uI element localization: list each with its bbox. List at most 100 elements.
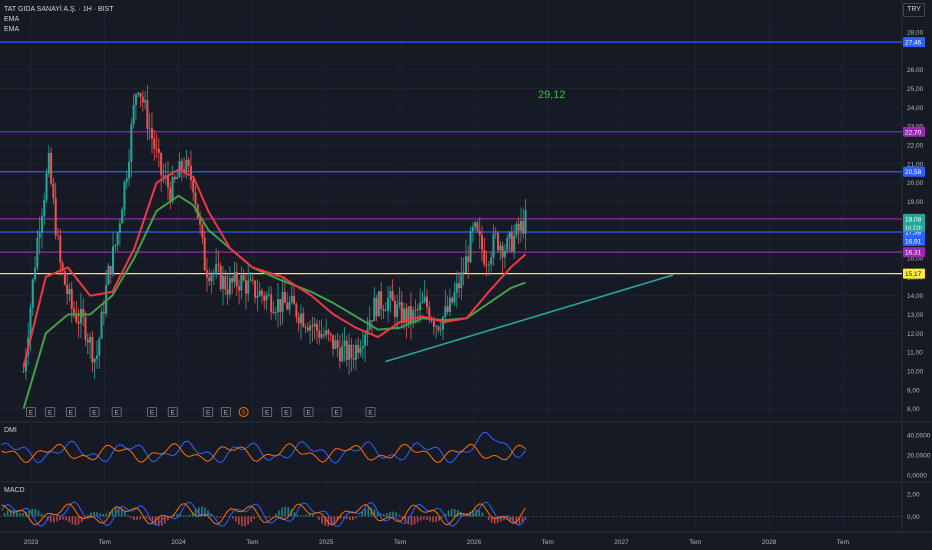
- macd-histogram-bar: [296, 514, 299, 517]
- candle: [453, 281, 456, 306]
- candle: [462, 257, 465, 286]
- candle: [492, 224, 495, 267]
- macd-histogram-bar: [429, 516, 431, 522]
- candle-body: [52, 183, 55, 199]
- candle: [313, 317, 316, 340]
- candle-body: [485, 264, 488, 266]
- macd-line: [1, 501, 527, 528]
- macd-histogram-bar: [99, 513, 101, 517]
- macd-histogram-bar: [16, 511, 18, 517]
- macd-histogram-bar: [164, 516, 166, 524]
- macd-histogram-bar: [219, 516, 222, 518]
- candle-body: [192, 180, 195, 193]
- candle: [63, 269, 66, 286]
- candle-body: [277, 299, 280, 313]
- candle: [494, 227, 497, 239]
- ema-indicator-2[interactable]: EMA: [4, 26, 20, 33]
- candle: [38, 216, 41, 255]
- macd-histogram-bar: [324, 516, 326, 526]
- price-axis-label: 16,00: [907, 256, 924, 263]
- macd-histogram-bar: [145, 516, 148, 519]
- macd-histogram-bar: [364, 508, 367, 517]
- marker-shape: [238, 407, 249, 417]
- candle-body: [382, 309, 385, 311]
- macd-histogram-bar: [71, 516, 74, 525]
- candle: [425, 289, 428, 314]
- candle: [150, 112, 153, 154]
- candle-body: [444, 306, 447, 317]
- candle: [217, 250, 220, 273]
- macd-histogram-bar: [179, 514, 182, 517]
- candle: [66, 273, 69, 305]
- candle: [437, 325, 440, 333]
- macd-histogram-bar: [22, 513, 24, 517]
- candle-body: [242, 275, 245, 281]
- marker-shape: [303, 407, 314, 417]
- candle: [501, 241, 504, 274]
- candle: [483, 237, 486, 268]
- ema-indicator-1[interactable]: EMA: [4, 16, 20, 23]
- macd-histogram-bar: [96, 512, 98, 517]
- price-axis-label: 28,00: [907, 29, 924, 36]
- macd-histogram-bar: [441, 516, 444, 518]
- candle-body: [396, 304, 399, 317]
- price-level-tag-label: 15,17: [905, 271, 922, 278]
- candle: [435, 324, 438, 339]
- price-target-annotation[interactable]: 29,12: [538, 89, 566, 101]
- price-level-tag: [903, 166, 925, 177]
- candle: [281, 277, 284, 325]
- candle: [116, 231, 119, 251]
- candle-body: [343, 340, 346, 346]
- candle-body: [423, 296, 426, 302]
- candle-body: [373, 297, 376, 322]
- candle: [54, 182, 57, 240]
- candle-body: [405, 308, 408, 323]
- candle: [522, 208, 525, 239]
- candle-body: [510, 232, 513, 252]
- macd-histogram-bar: [512, 516, 515, 523]
- candle-body: [446, 306, 449, 313]
- marker-shape: [262, 407, 273, 417]
- signal-line: [1, 503, 527, 526]
- candle-body: [354, 344, 357, 360]
- candle: [409, 292, 412, 340]
- candle-body: [412, 310, 415, 323]
- candle: [272, 301, 275, 315]
- macd-histogram-bar: [265, 516, 268, 518]
- candle-body: [421, 301, 424, 303]
- price-level-tag: [903, 247, 925, 258]
- candle: [93, 357, 96, 380]
- dmi-pane-label[interactable]: DMI: [4, 427, 17, 434]
- candle: [84, 311, 87, 346]
- marker-letter: E: [171, 410, 176, 417]
- marker-shape: [111, 407, 122, 417]
- candle-body: [304, 326, 307, 328]
- symbol-title[interactable]: TAT GIDA SANAYİ A.Ş. · 1H · BIST: [4, 6, 114, 13]
- candle: [279, 299, 282, 327]
- candle-body: [176, 177, 179, 180]
- candle-body: [309, 325, 312, 331]
- macd-histogram-bar: [373, 509, 376, 517]
- macd-pane-label[interactable]: MACD: [4, 487, 25, 494]
- candle-body: [47, 152, 50, 174]
- candle: [297, 312, 300, 332]
- candle: [304, 324, 307, 334]
- candle: [448, 288, 451, 317]
- candle-body: [393, 300, 396, 317]
- candle: [508, 231, 511, 253]
- candle: [515, 221, 518, 239]
- macd-histogram-bar: [342, 516, 345, 519]
- candle: [293, 284, 296, 305]
- macd-histogram-bar: [352, 516, 354, 521]
- candle: [98, 336, 101, 369]
- candle: [327, 328, 330, 342]
- macd-histogram-bar: [389, 512, 391, 517]
- macd-histogram-bar: [358, 515, 360, 517]
- earnings-event-marker: E: [167, 407, 178, 417]
- candle-body: [199, 218, 202, 225]
- macd-histogram-bar: [370, 507, 373, 517]
- currency-button[interactable]: TRY: [903, 3, 925, 17]
- candle-body: [490, 257, 493, 265]
- macd-histogram-bar: [53, 516, 55, 523]
